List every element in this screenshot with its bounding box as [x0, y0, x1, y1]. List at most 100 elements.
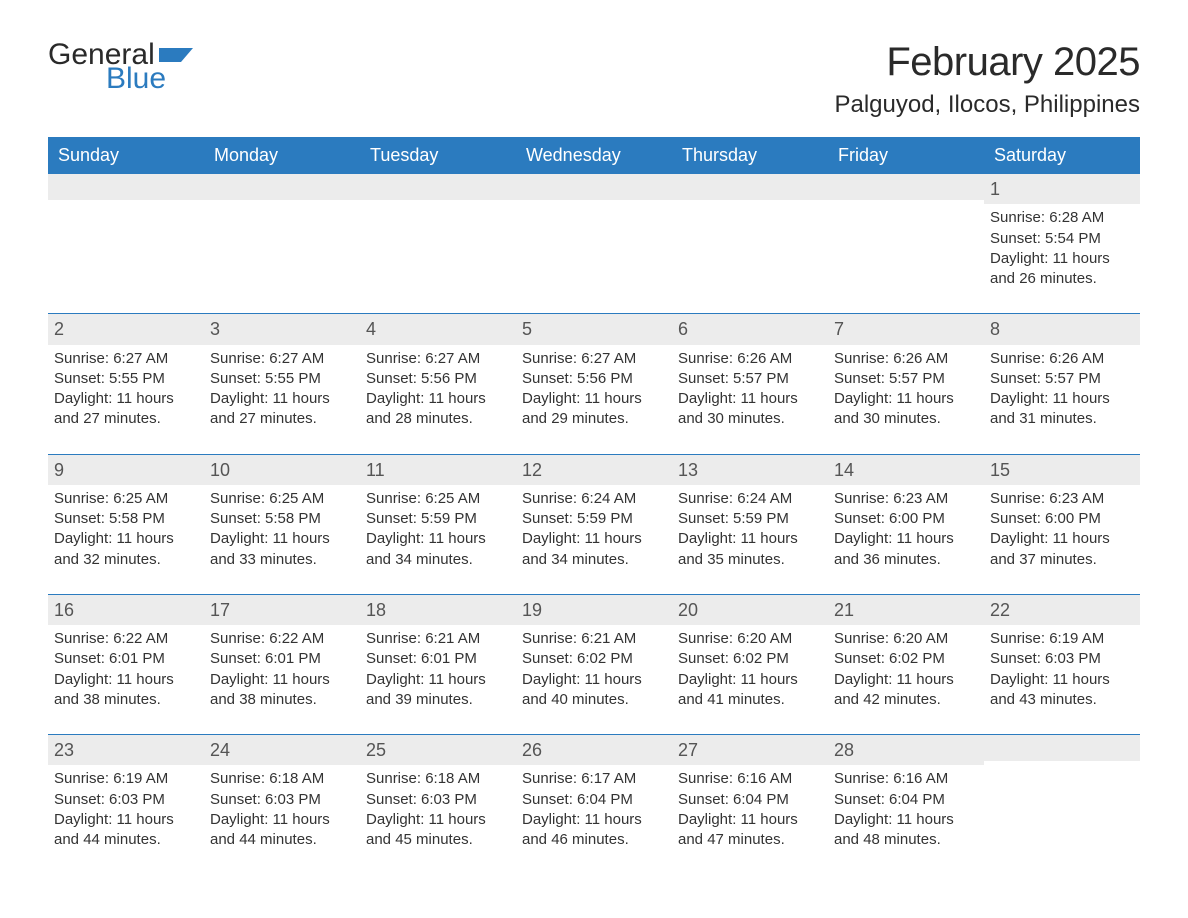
- page-header: General Blue February 2025 Palguyod, Ilo…: [48, 40, 1140, 119]
- daylight-text: Daylight: 11 hours and 47 minutes.: [678, 810, 822, 851]
- day-cell: 12Sunrise: 6:24 AMSunset: 5:59 PMDayligh…: [516, 454, 672, 594]
- sunrise-text: Sunrise: 6:20 AM: [678, 629, 822, 649]
- daylight-text: Daylight: 11 hours and 46 minutes.: [522, 810, 666, 851]
- sunset-text: Sunset: 6:04 PM: [522, 790, 666, 810]
- day-number: [516, 174, 672, 200]
- day-number: 6: [672, 314, 828, 344]
- sunset-text: Sunset: 5:58 PM: [210, 509, 354, 529]
- sunrise-text: Sunrise: 6:22 AM: [210, 629, 354, 649]
- day-number: 7: [828, 314, 984, 344]
- day-number: 5: [516, 314, 672, 344]
- sunset-text: Sunset: 5:56 PM: [366, 369, 510, 389]
- sunrise-text: Sunrise: 6:27 AM: [210, 349, 354, 369]
- dow-friday: Friday: [828, 137, 984, 174]
- day-cell: 7 Sunrise: 6:26 AMSunset: 5:57 PMDaylight…: [828, 314, 984, 454]
- week-row: 9Sunrise: 6:25 AMSunset: 5:58 PMDaylight…: [48, 454, 1140, 594]
- sunset-text: Sunset: 5:57 PM: [834, 369, 978, 389]
- sunrise-text: Sunrise: 6:18 AM: [210, 769, 354, 789]
- day-cell: [672, 174, 828, 314]
- sunset-text: Sunset: 5:55 PM: [210, 369, 354, 389]
- day-of-week-row: Sunday Monday Tuesday Wednesday Thursday…: [48, 137, 1140, 174]
- day-cell: 17Sunrise: 6:22 AMSunset: 6:01 PMDayligh…: [204, 594, 360, 734]
- day-cell: 23Sunrise: 6:19 AMSunset: 6:03 PMDayligh…: [48, 735, 204, 875]
- day-cell: [204, 174, 360, 314]
- title-block: February 2025 Palguyod, Ilocos, Philippi…: [834, 40, 1140, 119]
- sunset-text: Sunset: 6:04 PM: [678, 790, 822, 810]
- calendar-table: Sunday Monday Tuesday Wednesday Thursday…: [48, 137, 1140, 874]
- daylight-text: Daylight: 11 hours and 34 minutes.: [522, 529, 666, 570]
- sunrise-text: Sunrise: 6:26 AM: [834, 349, 978, 369]
- day-cell: 3Sunrise: 6:27 AMSunset: 5:55 PMDaylight…: [204, 314, 360, 454]
- daylight-text: Daylight: 11 hours and 38 minutes.: [54, 670, 198, 711]
- daylight-text: Daylight: 11 hours and 32 minutes.: [54, 529, 198, 570]
- daylight-text: Daylight: 11 hours and 34 minutes.: [366, 529, 510, 570]
- day-number: 15: [984, 455, 1140, 485]
- day-cell: 4Sunrise: 6:27 AMSunset: 5:56 PMDaylight…: [360, 314, 516, 454]
- day-cell: [360, 174, 516, 314]
- logo: General Blue: [48, 40, 193, 94]
- day-cell: 13Sunrise: 6:24 AMSunset: 5:59 PMDayligh…: [672, 454, 828, 594]
- sunset-text: Sunset: 5:57 PM: [678, 369, 822, 389]
- sunrise-text: Sunrise: 6:16 AM: [834, 769, 978, 789]
- daylight-text: Daylight: 11 hours and 48 minutes.: [834, 810, 978, 851]
- daylight-text: Daylight: 11 hours and 31 minutes.: [990, 389, 1134, 430]
- day-number: [984, 735, 1140, 761]
- day-cell: 18Sunrise: 6:21 AMSunset: 6:01 PMDayligh…: [360, 594, 516, 734]
- day-number: 11: [360, 455, 516, 485]
- dow-tuesday: Tuesday: [360, 137, 516, 174]
- day-cell: 24Sunrise: 6:18 AMSunset: 6:03 PMDayligh…: [204, 735, 360, 875]
- daylight-text: Daylight: 11 hours and 26 minutes.: [990, 249, 1134, 290]
- week-row: 1Sunrise: 6:28 AMSunset: 5:54 PMDaylight…: [48, 174, 1140, 314]
- sunset-text: Sunset: 6:02 PM: [522, 649, 666, 669]
- sunrise-text: Sunrise: 6:22 AM: [54, 629, 198, 649]
- sunset-text: Sunset: 6:01 PM: [54, 649, 198, 669]
- sunrise-text: Sunrise: 6:17 AM: [522, 769, 666, 789]
- daylight-text: Daylight: 11 hours and 28 minutes.: [366, 389, 510, 430]
- daylight-text: Daylight: 11 hours and 37 minutes.: [990, 529, 1134, 570]
- daylight-text: Daylight: 11 hours and 44 minutes.: [54, 810, 198, 851]
- sunrise-text: Sunrise: 6:23 AM: [990, 489, 1134, 509]
- sunset-text: Sunset: 6:03 PM: [366, 790, 510, 810]
- day-number: [828, 174, 984, 200]
- sunset-text: Sunset: 5:56 PM: [522, 369, 666, 389]
- dow-wednesday: Wednesday: [516, 137, 672, 174]
- day-cell: 8Sunrise: 6:26 AMSunset: 5:57 PMDaylight…: [984, 314, 1140, 454]
- daylight-text: Daylight: 11 hours and 27 minutes.: [210, 389, 354, 430]
- sunrise-text: Sunrise: 6:27 AM: [54, 349, 198, 369]
- sunset-text: Sunset: 6:02 PM: [678, 649, 822, 669]
- day-number: 22: [984, 595, 1140, 625]
- sunrise-text: Sunrise: 6:26 AM: [678, 349, 822, 369]
- day-number: 4: [360, 314, 516, 344]
- day-number: 2: [48, 314, 204, 344]
- day-number: 18: [360, 595, 516, 625]
- sunset-text: Sunset: 5:59 PM: [366, 509, 510, 529]
- day-cell: 2Sunrise: 6:27 AMSunset: 5:55 PMDaylight…: [48, 314, 204, 454]
- location-label: Palguyod, Ilocos, Philippines: [834, 91, 1140, 119]
- sunset-text: Sunset: 5:59 PM: [678, 509, 822, 529]
- daylight-text: Daylight: 11 hours and 30 minutes.: [834, 389, 978, 430]
- week-row: 23Sunrise: 6:19 AMSunset: 6:03 PMDayligh…: [48, 735, 1140, 875]
- sunset-text: Sunset: 6:01 PM: [366, 649, 510, 669]
- sunrise-text: Sunrise: 6:25 AM: [54, 489, 198, 509]
- sunset-text: Sunset: 6:01 PM: [210, 649, 354, 669]
- daylight-text: Daylight: 11 hours and 36 minutes.: [834, 529, 978, 570]
- day-cell: 1Sunrise: 6:28 AMSunset: 5:54 PMDaylight…: [984, 174, 1140, 314]
- day-cell: 9Sunrise: 6:25 AMSunset: 5:58 PMDaylight…: [48, 454, 204, 594]
- sunset-text: Sunset: 5:54 PM: [990, 229, 1134, 249]
- day-cell: [48, 174, 204, 314]
- sunrise-text: Sunrise: 6:16 AM: [678, 769, 822, 789]
- day-cell: 15Sunrise: 6:23 AMSunset: 6:00 PMDayligh…: [984, 454, 1140, 594]
- daylight-text: Daylight: 11 hours and 38 minutes.: [210, 670, 354, 711]
- sunrise-text: Sunrise: 6:28 AM: [990, 208, 1134, 228]
- daylight-text: Daylight: 11 hours and 27 minutes.: [54, 389, 198, 430]
- day-number: [360, 174, 516, 200]
- daylight-text: Daylight: 11 hours and 40 minutes.: [522, 670, 666, 711]
- day-cell: 22Sunrise: 6:19 AMSunset: 6:03 PMDayligh…: [984, 594, 1140, 734]
- day-cell: 19Sunrise: 6:21 AMSunset: 6:02 PMDayligh…: [516, 594, 672, 734]
- sunrise-text: Sunrise: 6:18 AM: [366, 769, 510, 789]
- daylight-text: Daylight: 11 hours and 33 minutes.: [210, 529, 354, 570]
- sunrise-text: Sunrise: 6:25 AM: [210, 489, 354, 509]
- dow-saturday: Saturday: [984, 137, 1140, 174]
- sunrise-text: Sunrise: 6:19 AM: [990, 629, 1134, 649]
- day-cell: 25Sunrise: 6:18 AMSunset: 6:03 PMDayligh…: [360, 735, 516, 875]
